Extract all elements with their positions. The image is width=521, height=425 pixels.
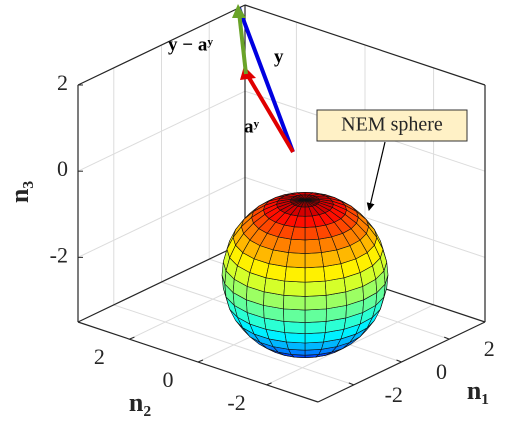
y-tick-label: 0 bbox=[163, 367, 174, 392]
sphere-face bbox=[304, 308, 327, 323]
sphere-face bbox=[304, 266, 326, 283]
x-tick-label: 0 bbox=[436, 359, 447, 384]
annotation-arrow bbox=[366, 141, 386, 211]
sphere bbox=[221, 191, 389, 359]
z-tick-label: 0 bbox=[57, 156, 68, 181]
sphere-face bbox=[284, 266, 306, 283]
z-tick-label: -2 bbox=[50, 242, 68, 267]
x-axis-label: n₁ bbox=[467, 376, 489, 405]
sphere-face bbox=[288, 238, 306, 254]
x-tick-label: -2 bbox=[385, 382, 403, 407]
sphere-face bbox=[284, 332, 306, 344]
z-tick-label: 2 bbox=[57, 70, 68, 95]
vector-label: y bbox=[274, 46, 284, 67]
sphere-face bbox=[304, 280, 327, 297]
arrowhead bbox=[240, 66, 256, 80]
x-tick-label: 2 bbox=[484, 336, 495, 361]
sphere-face bbox=[304, 341, 325, 351]
y-axis-label: n₂ bbox=[129, 388, 151, 417]
axis-line bbox=[77, 241, 246, 323]
sphere-face bbox=[283, 280, 306, 297]
sphere-face bbox=[300, 199, 306, 208]
tick-mark bbox=[444, 336, 450, 340]
tick-mark bbox=[129, 336, 135, 340]
tick-mark bbox=[266, 382, 272, 386]
arrowhead bbox=[232, 4, 246, 18]
tick-mark bbox=[396, 359, 402, 363]
z-axis-label: n₃ bbox=[5, 181, 34, 203]
sphere-face bbox=[304, 252, 324, 269]
y-tick-label: 2 bbox=[94, 344, 105, 369]
annotation: NEM sphere bbox=[316, 109, 468, 211]
tick-mark bbox=[348, 382, 354, 386]
tick-mark bbox=[197, 359, 204, 363]
sphere-face bbox=[304, 294, 327, 311]
vector-a bbox=[246, 74, 295, 154]
vector-diff bbox=[237, 11, 248, 75]
axis-line bbox=[244, 4, 486, 86]
sphere-face bbox=[283, 308, 306, 323]
vectors: y − aʸ y aʸ bbox=[168, 4, 295, 154]
vector-label: y − aʸ bbox=[168, 34, 213, 55]
annotation-box bbox=[316, 109, 468, 142]
y-tick-label: -2 bbox=[227, 390, 245, 415]
vector-y bbox=[237, 7, 295, 153]
sphere-face bbox=[286, 252, 306, 269]
annotation-text: NEM sphere bbox=[341, 114, 443, 136]
vector-label: aʸ bbox=[244, 116, 260, 137]
sphere-face bbox=[283, 294, 306, 311]
sphere-face bbox=[285, 341, 306, 351]
axis-line bbox=[77, 4, 246, 86]
sphere-face bbox=[283, 321, 306, 335]
sphere-face bbox=[304, 332, 326, 344]
sphere-face bbox=[304, 321, 327, 335]
